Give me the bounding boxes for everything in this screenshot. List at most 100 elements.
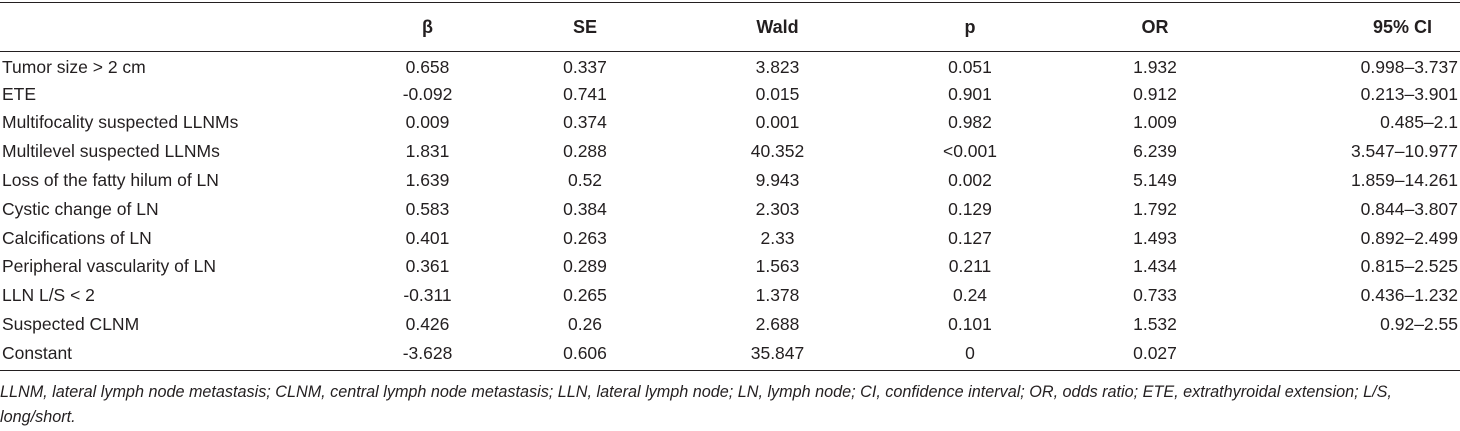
cell-ci: 1.859–14.261 (1350, 170, 1458, 191)
cell-p: 0.101 (948, 314, 992, 335)
cell-p: 0.901 (948, 83, 992, 104)
cell-se: 0.384 (563, 198, 607, 219)
top-rule (0, 2, 1460, 3)
cell-se: 0.741 (563, 83, 607, 104)
cell-wald: 2.303 (755, 198, 800, 219)
cell-p: 0.051 (948, 56, 992, 77)
cell-beta: 0.009 (405, 112, 450, 133)
table-footnote: LLNM, lateral lymph node metastasis; CLN… (0, 383, 1392, 426)
cell-beta: 0.401 (405, 227, 450, 248)
cell-ci (1245, 339, 1460, 368)
cell-beta: 1.831 (405, 141, 450, 162)
row-label: Suspected CLNM (2, 314, 140, 335)
row-label: ETE (2, 83, 37, 104)
cell-ci: 0.436–1.232 (1360, 285, 1458, 306)
cell-or: 1.493 (1133, 227, 1177, 248)
cell-wald: 1.563 (755, 256, 800, 277)
cell-p: 0.002 (948, 170, 992, 191)
cell-beta: 1.639 (405, 170, 450, 191)
cell-se: 0.606 (563, 342, 607, 363)
header-se: SE (572, 16, 597, 37)
header-rule (0, 51, 1460, 52)
cell-wald: 0.015 (755, 83, 800, 104)
cell-p: 0.982 (948, 112, 992, 133)
cell-ci: 0.485–2.1 (1380, 112, 1458, 133)
cell-p: <0.001 (942, 141, 997, 162)
cell-or: 1.532 (1133, 314, 1177, 335)
table-row: Constant -3.628 0.606 35.847 0 0.027 (0, 339, 1460, 368)
cell-wald: 2.688 (755, 314, 800, 335)
table-row: Suspected CLNM 0.426 0.26 2.688 0.101 1.… (0, 310, 1460, 339)
cell-or: 1.792 (1133, 198, 1177, 219)
cell-ci: 0.998–3.737 (1360, 56, 1458, 77)
cell-beta: -3.628 (402, 342, 453, 363)
cell-ci: 0.213–3.901 (1360, 83, 1458, 104)
header-p: p (964, 16, 976, 37)
cell-or: 0.733 (1133, 285, 1177, 306)
cell-or: 1.009 (1133, 112, 1177, 133)
cell-or: 0.912 (1133, 83, 1177, 104)
cell-ci: 0.892–2.499 (1360, 227, 1458, 248)
cell-or: 1.932 (1133, 56, 1177, 77)
table-row: Calcifications of LN 0.401 0.263 2.33 0.… (0, 224, 1460, 253)
cell-p: 0.127 (948, 227, 992, 248)
cell-or: 1.434 (1133, 256, 1177, 277)
row-label: Constant (2, 342, 73, 363)
cell-wald: 9.943 (755, 170, 800, 191)
row-label: Loss of the fatty hilum of LN (2, 170, 219, 191)
cell-p: 0.24 (952, 285, 988, 306)
cell-se: 0.265 (563, 285, 607, 306)
cell-se: 0.374 (563, 112, 607, 133)
cell-p: 0 (965, 342, 975, 363)
logistic-regression-table: β SE Wald p OR 95% CI Tumor size > 2 cm … (0, 3, 1460, 368)
cell-or: 6.239 (1133, 141, 1177, 162)
cell-ci: 0.844–3.807 (1360, 198, 1458, 219)
cell-ci: 0.815–2.525 (1360, 256, 1458, 277)
cell-p: 0.211 (948, 256, 992, 277)
row-label: Calcifications of LN (2, 227, 152, 248)
cell-or: 5.149 (1133, 170, 1177, 191)
cell-beta: -0.311 (403, 285, 452, 306)
cell-se: 0.52 (567, 170, 603, 191)
cell-se: 0.337 (563, 56, 607, 77)
cell-wald: 0.001 (755, 112, 800, 133)
header-ci: 95% CI (1372, 16, 1432, 37)
header-wald: Wald (756, 16, 799, 37)
table-row: Cystic change of LN 0.583 0.384 2.303 0.… (0, 195, 1460, 224)
cell-beta: 0.583 (405, 198, 450, 219)
row-label: Peripheral vascularity of LN (2, 256, 216, 277)
table-row: Multifocality suspected LLNMs 0.009 0.37… (0, 109, 1460, 138)
table-row: Peripheral vascularity of LN 0.361 0.289… (0, 253, 1460, 282)
cell-beta: 0.658 (405, 56, 450, 77)
cell-wald: 1.378 (755, 285, 800, 306)
bottom-rule (0, 370, 1460, 371)
cell-se: 0.26 (567, 314, 603, 335)
cell-beta: -0.092 (402, 83, 453, 104)
header-variable (0, 3, 365, 51)
cell-se: 0.288 (563, 141, 607, 162)
header-or: OR (1141, 16, 1169, 37)
table-row: Tumor size > 2 cm 0.658 0.337 3.823 0.05… (0, 51, 1460, 80)
cell-p: 0.129 (948, 198, 992, 219)
row-label: Multilevel suspected LLNMs (2, 141, 220, 162)
row-label: Tumor size > 2 cm (2, 56, 146, 77)
cell-or: 0.027 (1133, 342, 1177, 363)
table-row: Multilevel suspected LLNMs 1.831 0.288 4… (0, 137, 1460, 166)
cell-wald: 3.823 (755, 56, 800, 77)
cell-wald: 2.33 (760, 227, 795, 248)
header-beta: β (422, 16, 433, 37)
table-row: ETE -0.092 0.741 0.015 0.901 0.912 0.213… (0, 80, 1460, 109)
cell-wald: 40.352 (750, 141, 805, 162)
row-label: LLN L/S < 2 (2, 285, 95, 306)
cell-se: 0.263 (563, 227, 607, 248)
cell-ci: 3.547–10.977 (1350, 141, 1458, 162)
row-label: Cystic change of LN (2, 198, 159, 219)
cell-beta: 0.426 (405, 314, 450, 335)
cell-se: 0.289 (563, 256, 607, 277)
cell-wald: 35.847 (750, 342, 805, 363)
cell-beta: 0.361 (405, 256, 450, 277)
header-row: β SE Wald p OR 95% CI (0, 3, 1460, 51)
cell-ci: 0.92–2.55 (1380, 314, 1458, 335)
row-label: Multifocality suspected LLNMs (2, 112, 239, 133)
